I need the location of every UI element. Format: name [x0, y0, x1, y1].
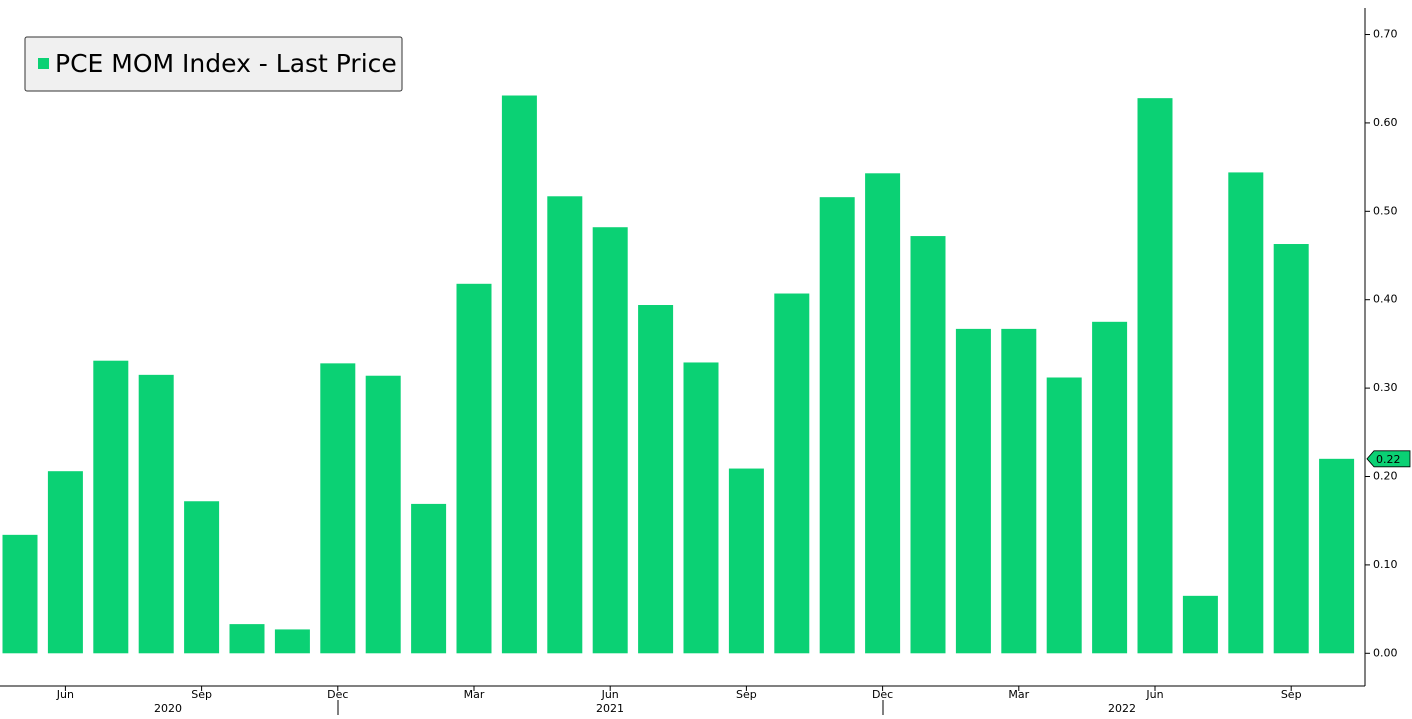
legend-text: PCE MOM Index - Last Price — [55, 49, 397, 78]
bar — [1092, 321, 1128, 654]
bar — [910, 236, 946, 654]
y-tick-label: 0.40 — [1373, 293, 1398, 306]
bar — [229, 624, 265, 654]
bar — [1137, 98, 1173, 654]
bar — [501, 95, 537, 654]
bar — [728, 468, 764, 654]
x-tick-label: Sep — [1281, 688, 1302, 701]
bar — [1182, 595, 1218, 654]
bar — [320, 363, 356, 654]
x-tick-label: Mar — [464, 688, 485, 701]
year-label: 2021 — [596, 702, 624, 715]
y-tick-label: 0.50 — [1373, 204, 1398, 217]
bar — [1319, 458, 1355, 654]
legend-swatch — [38, 58, 49, 69]
y-tick-label: 0.10 — [1373, 558, 1398, 571]
year-label: 2022 — [1108, 702, 1136, 715]
bar — [411, 503, 447, 654]
y-tick-label: 0.00 — [1373, 646, 1398, 659]
last-price-label: 0.22 — [1376, 453, 1401, 466]
bar — [683, 362, 719, 654]
x-tick-label: Jun — [1145, 688, 1163, 701]
legend: PCE MOM Index - Last Price — [24, 36, 403, 92]
year-label: 2020 — [154, 702, 182, 715]
bar — [365, 375, 401, 654]
x-tick-label: Dec — [327, 688, 348, 701]
x-tick-label: Sep — [736, 688, 757, 701]
bar — [1228, 172, 1264, 654]
x-tick-label: Jun — [601, 688, 619, 701]
bar — [274, 629, 310, 654]
y-tick-label: 0.30 — [1373, 381, 1398, 394]
x-tick-label: Jun — [56, 688, 74, 701]
bar — [93, 360, 129, 654]
y-tick-label: 0.70 — [1373, 28, 1398, 41]
bar — [2, 534, 38, 654]
y-tick-label: 0.20 — [1373, 470, 1398, 483]
last-price-tag — [1366, 450, 1411, 468]
y-tick-label: 0.60 — [1373, 116, 1398, 129]
legend-box — [24, 36, 403, 92]
x-tick-label: Sep — [191, 688, 212, 701]
bar — [138, 374, 174, 654]
bar — [865, 173, 901, 654]
bar — [1046, 377, 1082, 654]
bar — [547, 196, 583, 654]
bar — [819, 197, 855, 654]
bar — [184, 501, 220, 654]
bar — [1273, 244, 1309, 654]
bar — [1001, 328, 1037, 654]
bar — [47, 471, 83, 654]
bar — [638, 305, 674, 654]
bar — [774, 293, 810, 654]
bar — [456, 283, 492, 654]
x-tick-label: Mar — [1008, 688, 1029, 701]
bar — [592, 227, 628, 654]
x-tick-label: Dec — [872, 688, 893, 701]
bar — [955, 328, 991, 654]
